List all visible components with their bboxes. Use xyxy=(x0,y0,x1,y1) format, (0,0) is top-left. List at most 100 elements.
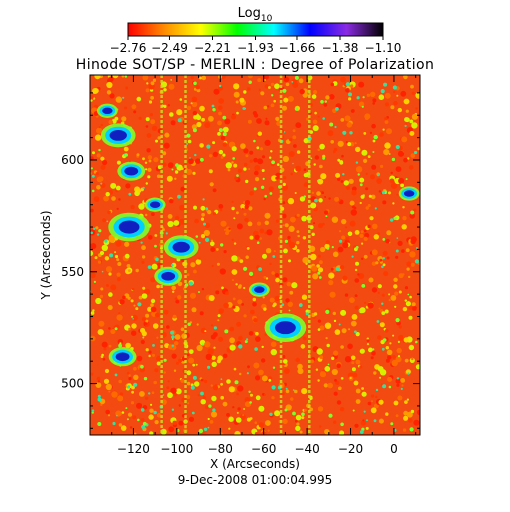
heatmap-texture-cell xyxy=(232,157,235,160)
heatmap-texture-cell xyxy=(311,191,315,194)
heatmap-texture-cell xyxy=(409,119,414,124)
heatmap-texture-cell xyxy=(288,259,291,263)
heatmap-texture-cell xyxy=(258,405,265,412)
heatmap-texture-cell xyxy=(94,75,101,80)
heatmap-texture-cell xyxy=(361,257,364,260)
heatmap-texture-cell xyxy=(211,355,216,360)
heatmap-texture-cell xyxy=(320,173,327,180)
heatmap-texture-cell xyxy=(128,377,132,381)
heatmap-texture-cell xyxy=(246,247,250,250)
y-tick-label: 600 xyxy=(61,153,84,167)
heatmap-texture-cell xyxy=(192,128,197,133)
heatmap-texture-cell xyxy=(344,293,349,297)
heatmap-texture-cell xyxy=(369,131,373,134)
heatmap-texture-cell xyxy=(191,101,198,108)
heatmap-texture-cell xyxy=(218,308,224,314)
heatmap-texture-cell xyxy=(416,247,418,249)
heatmap-texture-cell xyxy=(381,302,384,305)
heatmap-texture-cell xyxy=(367,155,371,159)
heatmap-texture-cell xyxy=(96,185,101,190)
heatmap-texture-cell xyxy=(324,210,329,215)
heatmap-texture-cell xyxy=(292,389,295,391)
heatmap-texture-cell xyxy=(225,291,229,295)
heatmap-texture-cell xyxy=(261,375,268,382)
heatmap-texture-cell xyxy=(310,253,317,261)
heatmap-texture-cell xyxy=(352,372,358,378)
heatmap-texture-cell xyxy=(141,245,146,251)
heatmap-texture-cell xyxy=(314,198,318,203)
heatmap-texture-cell xyxy=(118,379,122,384)
heatmap-texture-cell xyxy=(253,113,259,118)
heatmap-texture-cell xyxy=(282,224,285,227)
heatmap-texture-cell xyxy=(131,315,134,318)
heatmap-texture-cell xyxy=(350,209,357,216)
heatmap-texture-cell xyxy=(370,91,376,98)
heatmap-texture-cell xyxy=(409,213,416,219)
heatmap-texture-cell xyxy=(107,305,113,310)
heatmap-texture-cell xyxy=(108,292,113,297)
heatmap-texture-cell xyxy=(302,257,309,264)
heatmap-texture-cell xyxy=(118,312,121,315)
heatmap-texture-cell xyxy=(368,277,374,283)
heatmap-texture-cell xyxy=(143,376,148,381)
heatmap-texture-cell xyxy=(131,323,137,329)
heatmap-texture-cell xyxy=(344,226,348,229)
heatmap-texture-cell xyxy=(225,231,229,235)
heatmap-texture-cell xyxy=(306,117,310,121)
heatmap-texture-cell xyxy=(381,293,385,297)
heatmap-texture-cell xyxy=(146,133,152,138)
heatmap-texture-cell xyxy=(332,311,336,316)
heatmap-texture-cell xyxy=(407,372,410,375)
heatmap-texture-cell xyxy=(148,414,154,420)
heatmap-texture-cell xyxy=(217,319,220,322)
heatmap-texture-cell xyxy=(267,429,270,432)
heatmap-texture-cell xyxy=(247,119,252,124)
heatmap-texture-cell xyxy=(379,376,382,379)
colorbar-tick-label: −2.49 xyxy=(151,41,188,55)
heatmap-texture-cell xyxy=(361,105,364,108)
heatmap-texture-cell xyxy=(388,293,391,296)
heatmap-texture-cell xyxy=(301,294,308,300)
heatmap-texture-cell xyxy=(262,177,265,180)
heatmap-texture-cell xyxy=(131,385,135,390)
heatmap-texture-cell xyxy=(410,262,415,267)
heatmap-texture-cell xyxy=(219,268,226,275)
heatmap-texture-cell xyxy=(340,118,345,122)
heatmap-texture-cell xyxy=(408,344,415,351)
heatmap-texture-cell xyxy=(271,175,278,182)
heatmap-texture-cell xyxy=(146,148,151,153)
heatmap-texture-cell xyxy=(392,355,396,359)
heatmap-texture-cell xyxy=(325,95,330,100)
heatmap-texture-cell xyxy=(302,336,307,341)
heatmap-texture-cell xyxy=(382,263,386,267)
strong-region-core xyxy=(109,129,127,141)
heatmap-texture xyxy=(90,75,420,435)
heatmap-texture-cell xyxy=(211,395,217,402)
heatmap-texture-cell xyxy=(311,94,317,99)
heatmap-texture-cell xyxy=(250,309,255,315)
heatmap-texture-cell xyxy=(155,139,158,143)
heatmap-texture-cell xyxy=(233,163,238,168)
heatmap-texture-cell xyxy=(231,200,234,203)
heatmap-texture-cell xyxy=(342,173,345,176)
heatmap-texture-cell xyxy=(393,90,396,94)
heatmap-texture-cell xyxy=(108,119,114,125)
heatmap-texture-cell xyxy=(263,197,266,201)
heatmap-texture-cell xyxy=(141,424,146,429)
heatmap-texture-cell xyxy=(210,247,216,253)
heatmap-texture-cell xyxy=(190,262,196,268)
heatmap-texture-cell xyxy=(145,348,149,352)
heatmap-texture-cell xyxy=(213,326,217,330)
heatmap-texture-cell xyxy=(166,175,173,182)
heatmap-texture-cell xyxy=(125,407,128,410)
heatmap-texture-cell xyxy=(287,235,291,240)
heatmap-texture-cell xyxy=(361,427,365,431)
heatmap-texture-cell xyxy=(339,407,345,412)
heatmap-texture-cell xyxy=(389,342,392,345)
heatmap-texture-cell xyxy=(195,259,202,265)
heatmap-texture-cell xyxy=(282,201,286,205)
heatmap-texture-cell xyxy=(348,328,351,331)
heatmap-texture-cell xyxy=(154,312,160,318)
heatmap-texture-cell xyxy=(276,163,280,166)
heatmap-texture-cell xyxy=(200,378,204,382)
